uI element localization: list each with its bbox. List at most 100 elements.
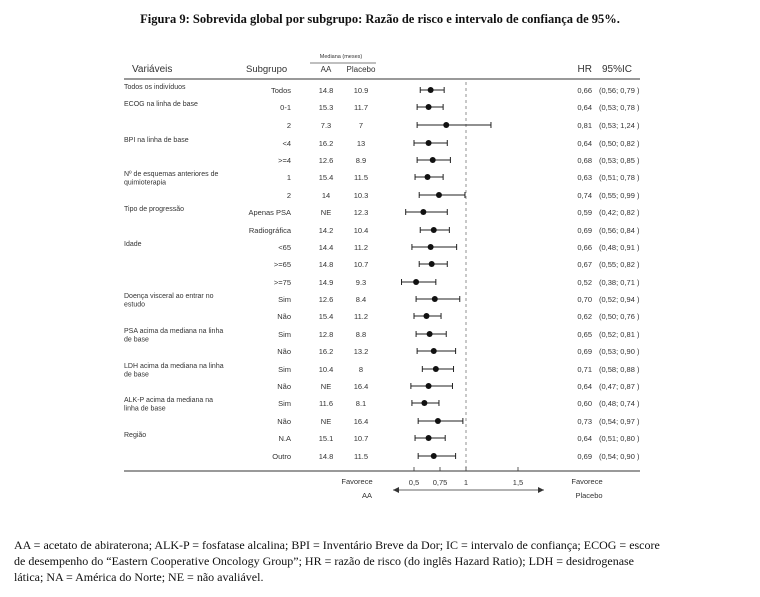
row-median-placebo: 12.3 xyxy=(354,208,369,217)
row-hr-value: 0,64 xyxy=(577,382,592,391)
row-ci-value: (0,48; 0,91 ) xyxy=(599,243,640,252)
row-ci-value: (0,56; 0,84 ) xyxy=(599,226,640,235)
row-subgroup: Sim xyxy=(278,295,291,304)
row-ci-value: (0,55; 0,99 ) xyxy=(599,191,640,200)
row-median-aa: 12.8 xyxy=(319,330,334,339)
x-tick-label: 0,75 xyxy=(433,478,448,487)
row-subgroup: >=4 xyxy=(278,156,291,165)
row-median-placebo: 13 xyxy=(357,139,365,148)
hr-point xyxy=(426,331,433,337)
row-median-aa: 15.4 xyxy=(319,173,334,182)
row-variable-label: Nº de esquemas anteriores de quimioterapi… xyxy=(124,171,218,187)
row-variable-label: PSA acima da mediana na linha de base xyxy=(124,328,223,344)
hr-point xyxy=(430,453,437,459)
row-subgroup: Não xyxy=(277,312,291,321)
row-median-placebo: 16.4 xyxy=(354,382,369,391)
row-hr-value: 0,60 xyxy=(577,399,592,408)
row-ci-value: (0,51; 0,80 ) xyxy=(599,434,640,443)
row-median-placebo: 16.4 xyxy=(354,417,369,426)
row-hr-value: 0,62 xyxy=(577,312,592,321)
row-variable-label: Idade xyxy=(124,241,142,248)
header-median: Mediana (meses) xyxy=(320,54,363,60)
row-variable-label: BPI na linha de base xyxy=(124,137,189,144)
row-subgroup: >=65 xyxy=(274,260,291,269)
row-subgroup: Sim xyxy=(278,399,291,408)
hr-point xyxy=(427,244,434,250)
x-axis: 0,5 0,75 1 1,5 xyxy=(393,467,544,493)
row-median-aa: 14.9 xyxy=(319,278,334,287)
row-hr-value: 0,69 xyxy=(577,452,592,461)
row-ci-value: (0,42; 0,82 ) xyxy=(599,208,640,217)
row-ci-value: (0,47; 0,87 ) xyxy=(599,382,640,391)
row-ci-value: (0,52; 0,81 ) xyxy=(599,330,640,339)
row-subgroup: Não xyxy=(277,382,291,391)
row-median-placebo: 9.3 xyxy=(356,278,366,287)
row-variable-label: Tipo de progressão xyxy=(124,206,184,213)
row-variable-label: Doença visceral ao entrar no estudo xyxy=(124,293,214,309)
row-median-placebo: 11.5 xyxy=(354,173,368,182)
row-ci-value: (0,56; 0,79 ) xyxy=(599,86,640,95)
row-median-aa: 7.3 xyxy=(321,121,331,130)
row-median-aa: 15.4 xyxy=(319,312,334,321)
hr-point xyxy=(427,87,434,93)
row-ci-value: (0,50; 0,76 ) xyxy=(599,312,640,321)
row-subgroup: 0-1 xyxy=(280,103,291,112)
row-median-aa: NE xyxy=(321,417,331,426)
header-placebo: Placebo xyxy=(347,65,376,74)
row-subgroup: >=75 xyxy=(274,278,291,287)
row-median-placebo: 10.3 xyxy=(354,191,369,200)
row-ci-value: (0,53; 1,24 ) xyxy=(599,121,640,130)
row-median-placebo: 8.8 xyxy=(356,330,366,339)
row-median-placebo: 10.4 xyxy=(354,226,369,235)
row-median-aa: 14.2 xyxy=(319,226,334,235)
row-hr-value: 0,71 xyxy=(577,365,592,374)
row-ci-value: (0,50; 0,82 ) xyxy=(599,139,640,148)
row-median-aa: 12.6 xyxy=(319,295,334,304)
row-median-placebo: 11.5 xyxy=(354,452,368,461)
favors-aa-line1: Favorece xyxy=(341,477,372,486)
row-median-placebo: 7 xyxy=(359,121,363,130)
row-median-aa: 10.4 xyxy=(319,365,334,374)
row-hr-value: 0,64 xyxy=(577,434,592,443)
row-median-aa: 14.8 xyxy=(319,86,334,95)
favor-arrow-right xyxy=(538,487,544,493)
header-ci: 95%IC xyxy=(602,64,632,75)
row-hr-value: 0,64 xyxy=(577,139,592,148)
row-median-aa: 15.3 xyxy=(319,103,334,112)
row-subgroup: Apenas PSA xyxy=(248,208,291,217)
row-median-placebo: 11.2 xyxy=(354,312,368,321)
row-subgroup: Outro xyxy=(272,452,291,461)
row-variable-label: Região xyxy=(124,432,146,439)
row-subgroup: Sim xyxy=(278,330,291,339)
hr-point xyxy=(425,140,432,146)
row-median-aa: NE xyxy=(321,208,331,217)
row-subgroup: <65 xyxy=(278,243,291,252)
favors-aa-line2: AA xyxy=(362,491,372,500)
row-hr-value: 0,65 xyxy=(577,330,592,339)
hr-point xyxy=(421,400,428,406)
row-hr-value: 0,74 xyxy=(577,191,592,200)
row-hr-value: 0,68 xyxy=(577,156,592,165)
figure-title: Figura 9: Sobrevida global por subgrupo:… xyxy=(140,12,620,26)
hr-point xyxy=(434,418,441,424)
row-ci-value: (0,53; 0,90 ) xyxy=(599,347,640,356)
caption-line-3: lática; NA = América do Norte; NE = não … xyxy=(14,570,264,584)
hr-point xyxy=(430,227,437,233)
row-ci-value: (0,38; 0,71 ) xyxy=(599,278,640,287)
row-subgroup: 2 xyxy=(287,191,291,200)
row-hr-value: 0,64 xyxy=(577,103,592,112)
hr-point xyxy=(443,122,450,128)
row-median-aa: 14 xyxy=(322,191,330,200)
row-median-placebo: 11.2 xyxy=(354,243,368,252)
row-median-placebo: 10.7 xyxy=(354,260,369,269)
hr-point xyxy=(429,157,436,163)
hr-point xyxy=(428,261,435,267)
row-median-aa: 16.2 xyxy=(319,347,334,356)
favors-placebo-line2: Placebo xyxy=(575,491,602,500)
hr-point xyxy=(431,296,438,302)
row-variable-label: LDH acima da mediana na linha de base xyxy=(124,363,224,379)
row-hr-value: 0,67 xyxy=(577,260,592,269)
hr-point xyxy=(423,313,430,319)
forest-rows: Todos os indivíduos Todos 14.8 10.9 0,66 (0,5… xyxy=(124,84,640,461)
row-subgroup: Não xyxy=(277,347,291,356)
